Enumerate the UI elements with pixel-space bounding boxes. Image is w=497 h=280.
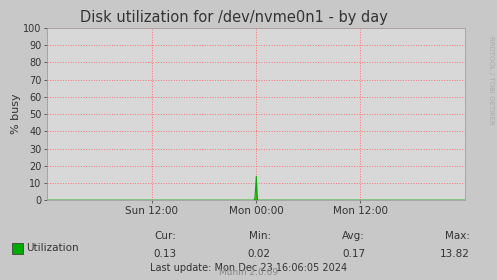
Text: Max:: Max: bbox=[445, 231, 470, 241]
Text: 0.13: 0.13 bbox=[153, 249, 176, 259]
Y-axis label: % busy: % busy bbox=[10, 94, 20, 134]
Text: 0.17: 0.17 bbox=[342, 249, 365, 259]
Text: 0.02: 0.02 bbox=[248, 249, 271, 259]
Text: Avg:: Avg: bbox=[342, 231, 365, 241]
Text: Cur:: Cur: bbox=[155, 231, 176, 241]
Text: Min:: Min: bbox=[248, 231, 271, 241]
Text: RRDTOOL / TOBI OETIKER: RRDTOOL / TOBI OETIKER bbox=[488, 36, 494, 125]
Text: 13.82: 13.82 bbox=[440, 249, 470, 259]
Text: Munin 2.0.69: Munin 2.0.69 bbox=[219, 268, 278, 277]
Text: Last update: Mon Dec 23 16:06:05 2024: Last update: Mon Dec 23 16:06:05 2024 bbox=[150, 263, 347, 273]
Text: Disk utilization for /dev/nvme0n1 - by day: Disk utilization for /dev/nvme0n1 - by d… bbox=[80, 10, 388, 25]
Text: Utilization: Utilization bbox=[26, 243, 79, 253]
